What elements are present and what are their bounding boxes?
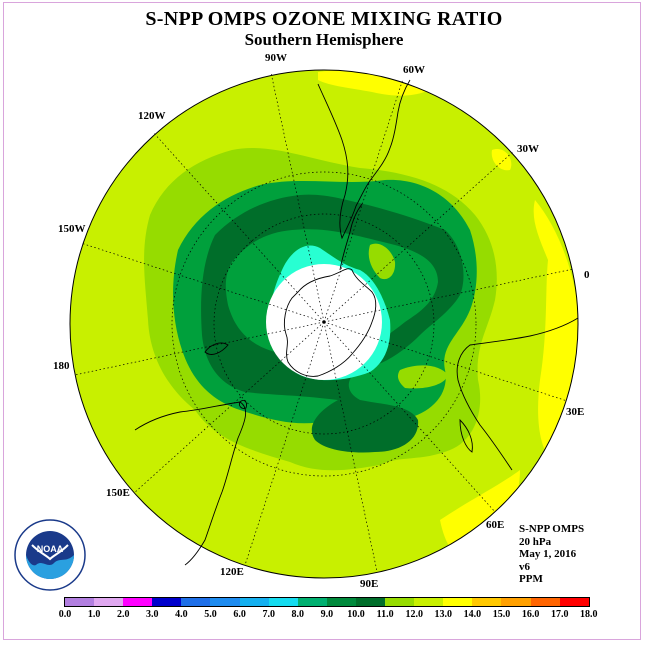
colorbar-swatch xyxy=(297,598,327,606)
south-america-coast xyxy=(317,79,411,240)
colorbar-tick-label: 8.0 xyxy=(291,609,305,620)
lon-label-180: 180 xyxy=(53,360,70,372)
colorbar-swatch xyxy=(414,598,444,606)
lon-label-60e: 60E xyxy=(486,519,505,531)
colorbar-tick-label: 15.0 xyxy=(492,609,511,620)
lon-label-120e: 120E xyxy=(220,566,244,578)
latitude-circle-40 xyxy=(213,213,435,435)
noaa-logo: NOAA xyxy=(14,519,86,591)
colorbar-tick-label: 10.0 xyxy=(347,609,365,620)
south-pole-marker xyxy=(322,320,326,324)
colorbar-swatch xyxy=(443,598,473,606)
ozone-band-11-patch xyxy=(368,243,396,280)
info-date: May 1, 2016 xyxy=(519,548,577,560)
colorbar xyxy=(64,597,590,607)
colorbar-tick-label: 18.0 xyxy=(580,609,598,620)
colorbar-tick-label: 2.0 xyxy=(116,609,130,620)
tasmania-coast xyxy=(239,399,247,409)
antarctic-peninsula xyxy=(339,203,363,271)
madagascar-coast xyxy=(459,418,473,453)
colorbar-swatch xyxy=(501,598,531,606)
lon-label-150e: 150E xyxy=(106,487,130,499)
colorbar-tick-label: 11.0 xyxy=(376,609,394,620)
lon-label-90e: 90E xyxy=(360,578,379,590)
info-units: PPM xyxy=(519,573,543,585)
colorbar-swatch xyxy=(326,598,356,606)
info-version: v6 xyxy=(519,560,530,573)
colorbar-tick-label: 13.0 xyxy=(434,609,453,620)
noaa-logo-text: NOAA xyxy=(37,544,64,554)
colorbar-swatch xyxy=(472,598,502,606)
lon-label-90w: 90W xyxy=(265,52,287,64)
colorbar-tick-label: 9.0 xyxy=(320,609,334,620)
info-instrument: S-NPP OMPS xyxy=(519,523,585,535)
colorbar-tick-label: 3.0 xyxy=(146,609,159,620)
colorbar-tick-label: 17.0 xyxy=(550,609,569,620)
colorbar-swatch xyxy=(123,598,153,606)
colorbar-swatch xyxy=(559,598,589,606)
globe-outline xyxy=(69,69,579,579)
colorbar-tick-label: 1.0 xyxy=(87,609,101,620)
lon-label-30e: 30E xyxy=(566,406,585,418)
lon-label-0: 0 xyxy=(584,269,590,281)
colorbar-swatch xyxy=(94,598,124,606)
colorbar-swatch xyxy=(530,598,560,606)
new-zealand-coast xyxy=(204,342,229,355)
africa-coast xyxy=(456,317,579,471)
colorbar-tick-label: 4.0 xyxy=(175,609,188,620)
figure-border xyxy=(3,2,641,640)
colorbar-tick-label: 14.0 xyxy=(463,609,482,620)
info-level: 20 hPa xyxy=(519,535,552,548)
antarctica-coast xyxy=(283,268,377,377)
ozone-band-11-patch-2 xyxy=(397,365,448,389)
colorbar-swatch xyxy=(268,598,298,606)
colorbar-swatch xyxy=(65,598,95,606)
colorbar-swatch xyxy=(239,598,269,606)
colorbar-swatch xyxy=(152,598,182,606)
lon-label-30w: 30W xyxy=(517,143,539,155)
colorbar-swatch xyxy=(385,598,415,606)
ozone-band-13-ne-small xyxy=(491,149,512,171)
colorbar-tick-label: 16.0 xyxy=(521,609,540,620)
graticule xyxy=(75,73,573,571)
colorbar-ticks: 0.0 1.0 2.0 3.0 4.0 5.0 6.0 7.0 8.0 9.0 10.0 11.0 12… xyxy=(0,609,648,623)
colorbar-tick-label: 6.0 xyxy=(233,609,246,620)
map-title: S-NPP OMPS OZONE MIXING RATIO xyxy=(145,8,503,30)
colorbar-tick-label: 5.0 xyxy=(204,609,217,620)
map-subtitle: Southern Hemisphere xyxy=(244,30,404,49)
colorbar-swatch xyxy=(210,598,240,606)
colorbar-swatch xyxy=(355,598,386,606)
latitude-circle-60 xyxy=(171,171,477,477)
info-block: S-NPP OMPS 20 hPa May 1, 2016 v6 PPM xyxy=(519,523,584,586)
colorbar-swatch xyxy=(181,598,211,606)
lon-label-60w: 60W xyxy=(403,64,425,76)
lon-label-150w: 150W xyxy=(58,223,86,235)
lon-label-120w: 120W xyxy=(138,110,166,122)
australia-coast xyxy=(134,401,247,566)
ozone-field xyxy=(70,70,578,578)
colorbar-tick-label: 0.0 xyxy=(58,609,72,620)
coastlines xyxy=(134,79,579,566)
ozone-band-13-southeast xyxy=(440,470,520,560)
colorbar-tick-label: 7.0 xyxy=(262,609,275,620)
colorbar-tick-label: 12.0 xyxy=(405,609,423,620)
